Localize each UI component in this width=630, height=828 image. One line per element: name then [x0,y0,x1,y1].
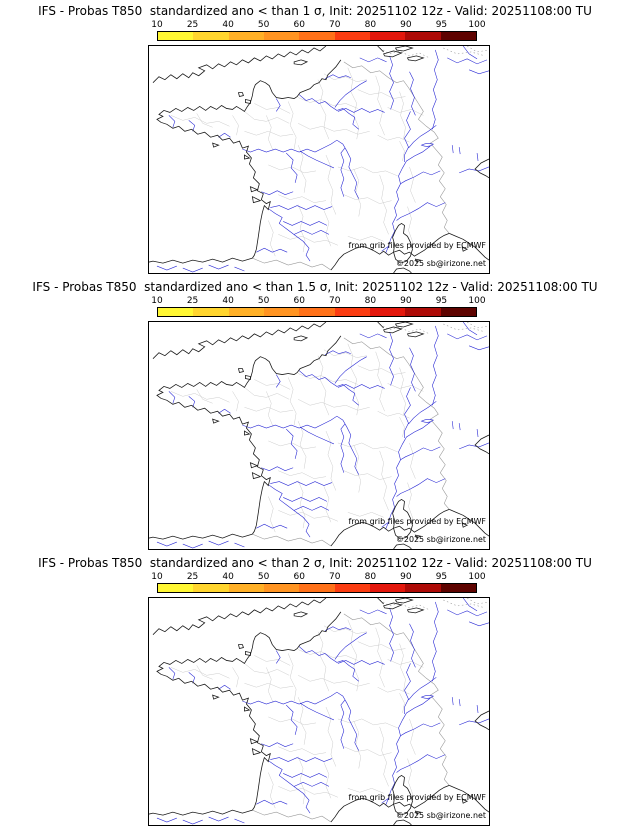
rivers [156,322,489,549]
colorbar-tick-label: 40 [222,572,234,582]
colorbar-tick-label: 40 [222,296,234,306]
colorbar-scale [157,31,477,41]
colorbar-tick-label: 95 [435,296,448,306]
panel-title: IFS - Probas T850 standardized ano < tha… [38,4,592,18]
coastlines [149,322,489,549]
colorbar-segment [158,308,194,316]
map-frame: from grib files provided by ECMWF ©2025 … [148,45,490,274]
colorbar-tick-label: 100 [468,572,486,582]
panel-sigma-2: IFS - Probas T850 standardized ano < tha… [0,552,630,828]
map-credit-copyright: ©2025 sb@irizone.net [396,259,486,268]
colorbar-tick-labels: 10 25 40 50 60 70 80 90 95 100 [151,20,485,31]
colorbar-tick-label: 80 [364,296,377,306]
colorbar-segment [405,584,441,592]
colorbar-segment [228,32,264,40]
colorbar-tick-label: 25 [186,20,199,30]
colorbar-tick-label: 80 [364,572,377,582]
colorbar-tick-label: 50 [257,20,270,30]
colorbar-segment [405,32,441,40]
colorbar-tick-label: 60 [293,572,305,582]
colorbar-tick-label: 10 [151,296,163,306]
colorbar-segment [263,584,300,592]
colorbar-segment [263,308,300,316]
colorbar-tick-label: 70 [329,296,341,306]
colorbar-segment [299,308,335,316]
colorbar-tick-label: 10 [151,20,163,30]
department-boundaries [170,343,424,533]
national-borders [252,598,489,823]
colorbar-segment [334,32,370,40]
coastlines [149,598,489,825]
map-credit-ecmwf: from grib files provided by ECMWF [349,793,487,802]
colorbar-segment [440,584,476,592]
department-boundaries [170,67,424,257]
panel-sigma-1: IFS - Probas T850 standardized ano < tha… [0,0,630,276]
national-borders [252,46,489,271]
colorbar-segment [193,584,229,592]
france-probability-map: from grib files provided by ECMWF ©2025 … [149,598,489,825]
colorbar-segment [158,32,194,40]
colorbar-segment [369,32,406,40]
map-credit-ecmwf: from grib files provided by ECMWF [349,517,487,526]
colorbar-segment [334,584,370,592]
colorbar-tick-label: 70 [329,20,341,30]
colorbar-tick-label: 60 [293,296,305,306]
national-borders [252,322,489,547]
map-frame: from grib files provided by ECMWF ©2025 … [148,321,490,550]
colorbar-tick-label: 25 [186,296,199,306]
colorbar-tick-label: 95 [435,20,448,30]
colorbar-segment [440,32,476,40]
colorbar-tick-label: 100 [468,296,486,306]
colorbar-segment [263,32,300,40]
rivers [156,598,489,825]
colorbar-scale [157,307,477,317]
colorbar-tick-label: 50 [257,296,270,306]
colorbar-segment [405,308,441,316]
colorbar-segment [440,308,476,316]
colorbar-tick-label: 50 [257,572,270,582]
france-probability-map: from grib files provided by ECMWF ©2025 … [149,46,489,273]
map-frame: from grib files provided by ECMWF ©2025 … [148,597,490,826]
colorbar-tick-label: 10 [151,572,163,582]
colorbar-segment [299,32,335,40]
colorbar-scale [157,583,477,593]
map-credit-copyright: ©2025 sb@irizone.net [396,535,486,544]
france-probability-map: from grib files provided by ECMWF ©2025 … [149,322,489,549]
colorbar-segment [334,308,370,316]
colorbar-tick-label: 90 [400,572,412,582]
probability-colorbar: 10 25 40 50 60 70 80 90 95 100 [151,572,486,593]
panel-title: IFS - Probas T850 standardized ano < tha… [38,556,592,570]
department-boundaries [170,619,424,809]
colorbar-segment [369,308,406,316]
probability-colorbar: 10 25 40 50 60 70 80 90 95 100 [151,296,486,317]
probability-colorbar: 10 25 40 50 60 70 80 90 95 100 [151,20,486,41]
colorbar-segment [193,308,229,316]
panel-title: IFS - Probas T850 standardized ano < tha… [32,280,598,294]
panel-sigma-1-5: IFS - Probas T850 standardized ano < tha… [0,276,630,552]
colorbar-tick-label: 90 [400,20,412,30]
coastlines [149,46,489,273]
colorbar-tick-label: 60 [293,20,305,30]
colorbar-tick-label: 95 [435,572,448,582]
rivers [156,46,489,273]
colorbar-segment [228,308,264,316]
colorbar-segment [193,32,229,40]
colorbar-segment [369,584,406,592]
colorbar-tick-label: 100 [468,20,486,30]
colorbar-tick-label: 80 [364,20,377,30]
colorbar-tick-label: 90 [400,296,412,306]
colorbar-tick-labels: 10 25 40 50 60 70 80 90 95 100 [151,572,485,583]
colorbar-tick-labels: 10 25 40 50 60 70 80 90 95 100 [151,296,485,307]
colorbar-segment [299,584,335,592]
map-credit-copyright: ©2025 sb@irizone.net [396,811,486,820]
colorbar-tick-label: 70 [329,572,341,582]
colorbar-tick-label: 25 [186,572,199,582]
colorbar-segment [158,584,194,592]
map-credit-ecmwf: from grib files provided by ECMWF [349,241,487,250]
colorbar-segment [228,584,264,592]
colorbar-tick-label: 40 [222,20,234,30]
